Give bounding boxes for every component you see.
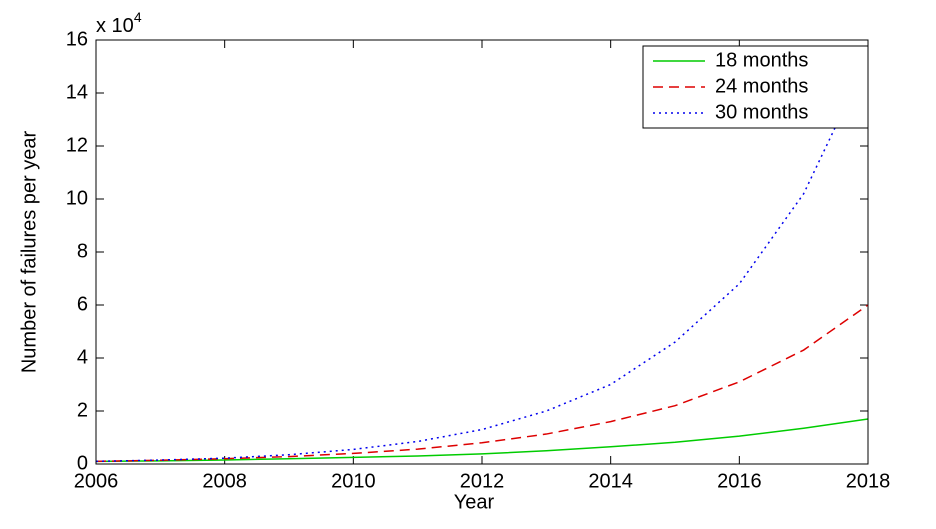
y-tick-label: 14 [66,81,88,103]
plot-frame [95,39,869,465]
x-tick-label: 2016 [717,470,762,492]
x-tick-label: 2006 [74,470,119,492]
x-axis-label: Year [454,491,495,513]
series-line [96,304,868,463]
legend-label: 24 months [715,75,808,97]
legend-box [642,45,869,129]
x-tick-label: 2014 [588,470,633,492]
legend-label: 18 months [715,49,808,71]
y-tick-label: 0 [77,452,88,474]
x-tick-label: 2018 [846,470,891,492]
y-tick-label: 8 [77,240,88,262]
multiplier-exponent: 4 [134,9,142,25]
y-tick-label: 10 [66,187,88,209]
x-tick-label: 2012 [460,470,505,492]
x-tick-label: 2008 [202,470,247,492]
y-tick-label: 12 [66,134,88,156]
y-tick-label: 2 [77,399,88,421]
series-line [96,418,868,463]
y-tick-label: 6 [77,293,88,315]
y-tick-label: 4 [77,346,88,368]
y-tick-label: 16 [66,28,88,50]
y-multiplier: x 104 [96,9,142,38]
x-tick-label: 2010 [331,470,376,492]
y-axis-label: Number of failures per year [18,131,40,374]
legend-label: 30 months [715,101,808,123]
multiplier-base: x 10 [96,15,134,37]
